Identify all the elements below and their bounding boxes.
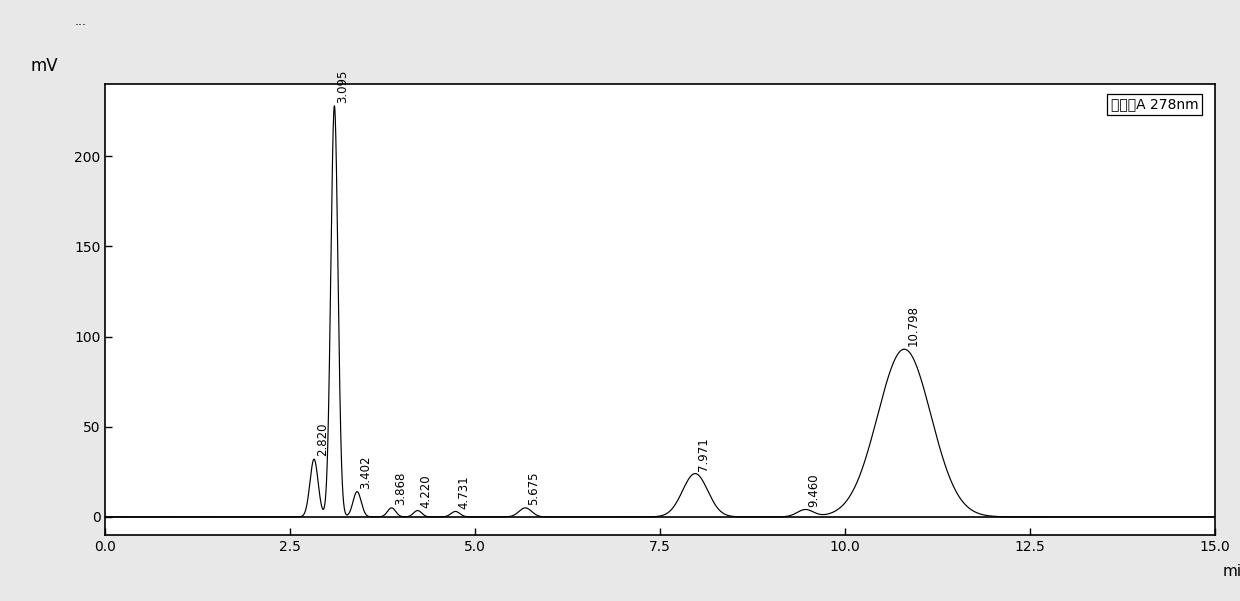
Text: 5.675: 5.675	[527, 472, 541, 505]
Text: 检测器A 278nm: 检测器A 278nm	[1111, 97, 1199, 112]
Text: 9.460: 9.460	[807, 474, 821, 507]
Text: ...: ...	[74, 15, 87, 28]
Text: 4.731: 4.731	[458, 475, 471, 508]
X-axis label: min: min	[1223, 564, 1240, 579]
Text: 2.820: 2.820	[316, 423, 330, 457]
Text: 3.402: 3.402	[360, 456, 372, 489]
Text: mV: mV	[31, 57, 58, 75]
Text: 7.971: 7.971	[697, 437, 711, 471]
Text: 10.798: 10.798	[906, 305, 920, 346]
Text: 4.220: 4.220	[420, 474, 433, 508]
Text: 3.868: 3.868	[394, 472, 407, 505]
Text: 3.095: 3.095	[336, 70, 350, 103]
